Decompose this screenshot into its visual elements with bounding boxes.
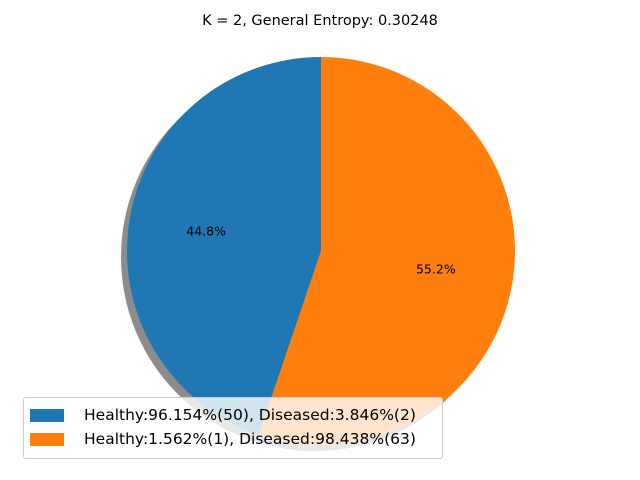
legend-label-0: Healthy:96.154%(50), Diseased:3.846%(2)	[84, 406, 416, 424]
pie-pct-label-1: 55.2%	[416, 261, 456, 276]
legend-label-1: Healthy:1.562%(1), Diseased:98.438%(63)	[84, 430, 416, 448]
legend-swatch-1	[30, 432, 64, 446]
pie-pct-label-0: 44.8%	[186, 224, 226, 239]
pie-slice-0	[127, 57, 321, 435]
legend: Healthy:96.154%(50), Diseased:3.846%(2) …	[23, 397, 443, 459]
legend-item-1: Healthy:1.562%(1), Diseased:98.438%(63)	[30, 428, 416, 450]
legend-swatch-0	[30, 408, 64, 422]
legend-item-0: Healthy:96.154%(50), Diseased:3.846%(2)	[30, 404, 416, 426]
pie-slice-1	[258, 57, 516, 445]
chart-title: K = 2, General Entropy: 0.30248	[202, 13, 438, 29]
